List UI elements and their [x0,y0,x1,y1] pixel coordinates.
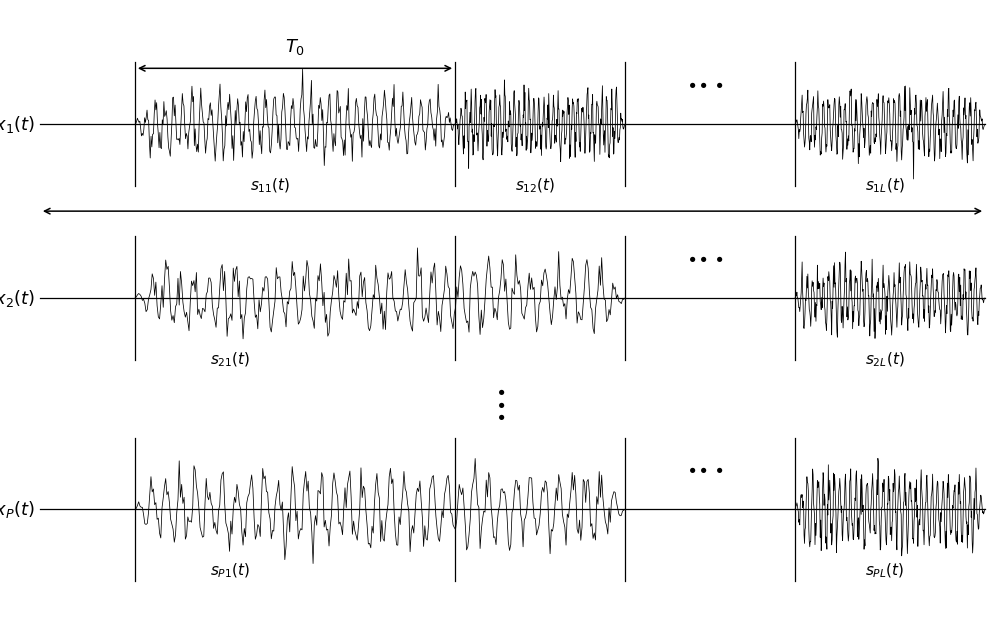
Text: $s_{2L}(t)$: $s_{2L}(t)$ [865,351,905,369]
Text: $x_2(t)$: $x_2(t)$ [0,288,35,309]
Text: $\bullet$: $\bullet$ [495,383,505,400]
Text: $s_{11}(t)$: $s_{11}(t)$ [250,177,290,196]
Text: $T_0$: $T_0$ [285,37,305,57]
Text: $x_P(t)$: $x_P(t)$ [0,499,35,520]
Text: $s_{12}(t)$: $s_{12}(t)$ [515,177,555,196]
Text: $\bullet$: $\bullet$ [495,407,505,425]
Text: $\bullet\!\bullet\!\bullet$: $\bullet\!\bullet\!\bullet$ [686,460,724,478]
Text: $\bullet$: $\bullet$ [495,395,505,412]
Text: $s_{21}(t)$: $s_{21}(t)$ [210,351,250,369]
Text: $\bullet\!\bullet\!\bullet$: $\bullet\!\bullet\!\bullet$ [686,75,724,93]
Text: $s_{1L}(t)$: $s_{1L}(t)$ [865,177,905,196]
Text: $s_{P1}(t)$: $s_{P1}(t)$ [210,562,250,581]
Text: $\bullet\!\bullet\!\bullet$: $\bullet\!\bullet\!\bullet$ [686,249,724,266]
Text: $s_{PL}(t)$: $s_{PL}(t)$ [865,562,905,581]
Text: $x_1(t)$: $x_1(t)$ [0,114,35,135]
